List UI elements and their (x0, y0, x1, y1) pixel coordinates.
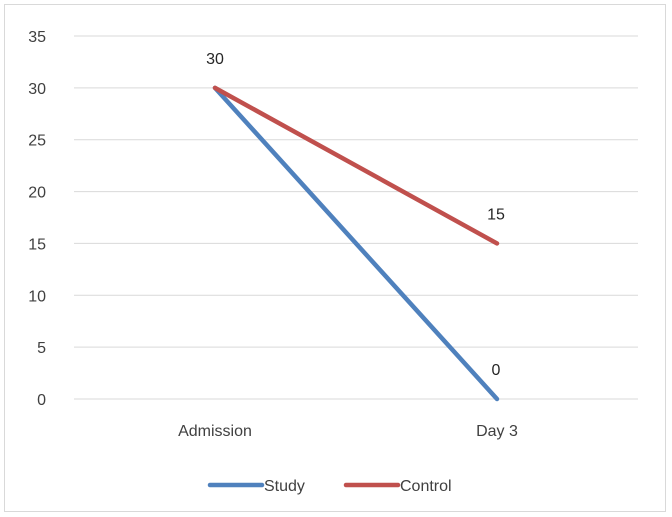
chart-frame (4, 4, 666, 512)
data-label: 30 (206, 51, 224, 68)
y-axis-ticks: 0 5 10 15 20 25 30 35 (28, 29, 46, 409)
legend-label: Study (264, 478, 305, 495)
series-line-study (212, 85, 500, 402)
x-tick-label: Admission (178, 423, 252, 440)
data-label: 0 (492, 362, 501, 379)
data-labels: 0 30 15 (206, 51, 505, 379)
data-label: 15 (487, 206, 505, 223)
y-tick-label: 35 (28, 29, 46, 46)
y-tick-label: 5 (37, 340, 46, 357)
legend: Study Control (207, 478, 452, 495)
legend-label: Control (400, 478, 452, 495)
y-tick-label: 15 (28, 236, 46, 253)
series-lines (212, 85, 500, 402)
y-tick-label: 10 (28, 288, 46, 305)
series-line-control (212, 85, 500, 246)
y-tick-label: 30 (28, 81, 46, 98)
y-tick-label: 0 (37, 392, 46, 409)
y-tick-label: 25 (28, 133, 46, 150)
x-axis-ticks: Admission Day 3 (178, 423, 518, 440)
y-tick-label: 20 (28, 185, 46, 202)
gridlines (74, 35, 638, 400)
x-tick-label: Day 3 (476, 423, 518, 440)
